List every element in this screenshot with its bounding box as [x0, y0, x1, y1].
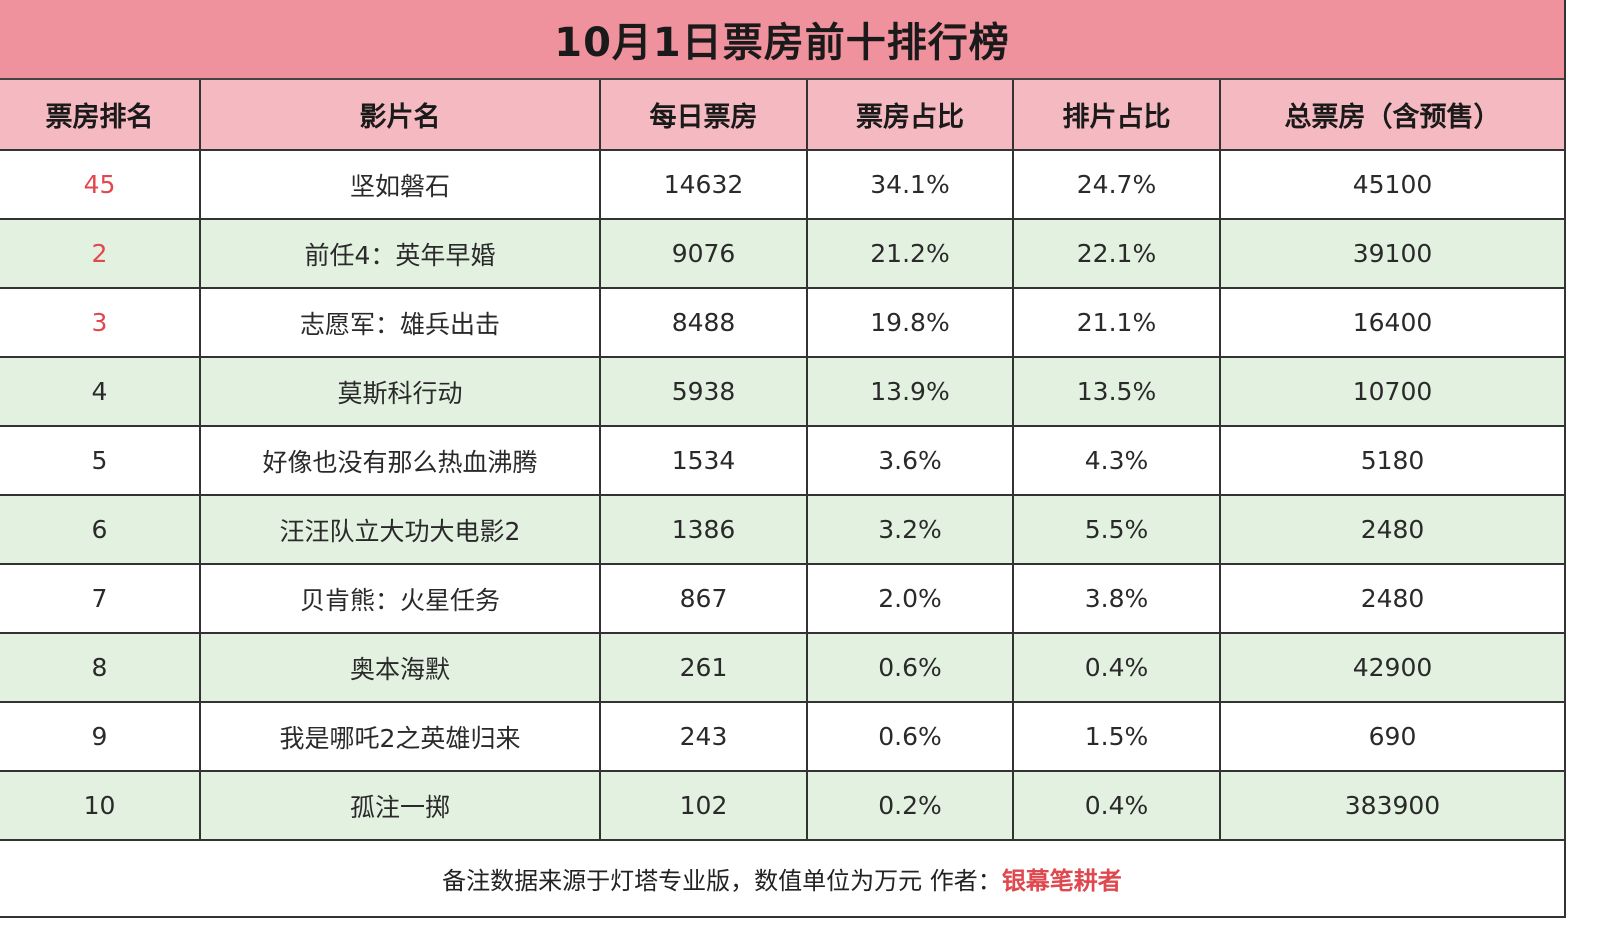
- table-row: 9 我是哪吒2之英雄归来 243 0.6% 1.5% 690: [0, 702, 1564, 772]
- cell-box-office-share: 0.6%: [807, 702, 1014, 772]
- cell-rank: 5: [0, 426, 201, 496]
- cell-daily-box-office: 243: [600, 702, 808, 772]
- cell-rank: 8: [0, 633, 201, 703]
- cell-daily-box-office: 8488: [600, 288, 808, 358]
- cell-daily-box-office: 14632: [600, 150, 808, 220]
- cell-screening-share: 21.1%: [1013, 288, 1221, 358]
- cell-daily-box-office: 1386: [600, 495, 808, 565]
- cell-daily-box-office: 9076: [600, 219, 808, 289]
- cell-movie: 志愿军：雄兵出击: [200, 288, 601, 358]
- cell-rank: 3: [0, 288, 201, 358]
- cell-screening-share: 1.5%: [1013, 702, 1221, 772]
- cell-movie: 奥本海默: [200, 633, 601, 703]
- cell-box-office-share: 0.6%: [807, 633, 1014, 703]
- table-row: 4 莫斯科行动 5938 13.9% 13.5% 10700: [0, 357, 1564, 427]
- table-row: 5 好像也没有那么热血沸腾 1534 3.6% 4.3% 5180: [0, 426, 1564, 496]
- footer-source-text: 备注数据来源于灯塔专业版，数值单位为万元 作者：: [442, 866, 1002, 895]
- cell-rank: 9: [0, 702, 201, 772]
- cell-rank: 2: [0, 219, 201, 289]
- cell-total-box-office: 10700: [1220, 357, 1564, 427]
- cell-box-office-share: 19.8%: [807, 288, 1014, 358]
- cell-rank: 4: [0, 357, 201, 427]
- cell-movie: 莫斯科行动: [200, 357, 601, 427]
- table-row: 8 奥本海默 261 0.6% 0.4% 42900: [0, 633, 1564, 703]
- cell-box-office-share: 21.2%: [807, 219, 1014, 289]
- cell-screening-share: 13.5%: [1013, 357, 1221, 427]
- box-office-table: 票房排名 影片名 每日票房 票房占比 排片占比 总票房（含预售） 45 坚如磐石 1…: [0, 80, 1564, 841]
- header-rank: 票房排名: [0, 80, 201, 151]
- ranking-sheet: 10月1日票房前十排行榜 票房排名 影片名 每日票房 票房占比 排片占比 总票房…: [0, 0, 1566, 918]
- cell-movie: 贝肯熊：火星任务: [200, 564, 601, 634]
- cell-daily-box-office: 102: [600, 771, 808, 841]
- cell-rank: 45: [0, 150, 201, 220]
- cell-daily-box-office: 261: [600, 633, 808, 703]
- cell-total-box-office: 2480: [1220, 564, 1564, 634]
- table-row: 7 贝肯熊：火星任务 867 2.0% 3.8% 2480: [0, 564, 1564, 634]
- cell-screening-share: 24.7%: [1013, 150, 1221, 220]
- cell-movie: 汪汪队立大功大电影2: [200, 495, 601, 565]
- table-row: 10 孤注一掷 102 0.2% 0.4% 383900: [0, 771, 1564, 841]
- cell-rank: 7: [0, 564, 201, 634]
- cell-total-box-office: 16400: [1220, 288, 1564, 358]
- table-body: 45 坚如磐石 14632 34.1% 24.7% 45100 2 前任4：英年早婚 9076 2…: [0, 150, 1564, 841]
- table-row: 6 汪汪队立大功大电影2 1386 3.2% 5.5% 2480: [0, 495, 1564, 565]
- header-movie: 影片名: [200, 80, 601, 151]
- cell-screening-share: 0.4%: [1013, 633, 1221, 703]
- cell-box-office-share: 34.1%: [807, 150, 1014, 220]
- footer-note: 备注数据来源于灯塔专业版，数值单位为万元 作者： 银幕笔耕者: [0, 841, 1564, 915]
- cell-daily-box-office: 5938: [600, 357, 808, 427]
- cell-daily-box-office: 867: [600, 564, 808, 634]
- cell-movie: 我是哪吒2之英雄归来: [200, 702, 601, 772]
- footer-author: 银幕笔耕者: [1001, 866, 1122, 895]
- cell-box-office-share: 2.0%: [807, 564, 1014, 634]
- cell-movie: 前任4：英年早婚: [200, 219, 601, 289]
- cell-box-office-share: 3.6%: [807, 426, 1014, 496]
- cell-total-box-office: 5180: [1220, 426, 1564, 496]
- table-row: 45 坚如磐石 14632 34.1% 24.7% 45100: [0, 150, 1564, 220]
- cell-total-box-office: 383900: [1220, 771, 1564, 841]
- header-box-office-share: 票房占比: [807, 80, 1014, 151]
- header-total-box-office: 总票房（含预售）: [1220, 80, 1564, 151]
- header-daily-box-office: 每日票房: [600, 80, 808, 151]
- table-row: 2 前任4：英年早婚 9076 21.2% 22.1% 39100: [0, 219, 1564, 289]
- cell-rank: 6: [0, 495, 201, 565]
- cell-box-office-share: 3.2%: [807, 495, 1014, 565]
- cell-movie: 好像也没有那么热血沸腾: [200, 426, 601, 496]
- cell-screening-share: 3.8%: [1013, 564, 1221, 634]
- cell-total-box-office: 45100: [1220, 150, 1564, 220]
- cell-screening-share: 22.1%: [1013, 219, 1221, 289]
- cell-box-office-share: 13.9%: [807, 357, 1014, 427]
- cell-total-box-office: 2480: [1220, 495, 1564, 565]
- cell-rank: 10: [0, 771, 201, 841]
- cell-screening-share: 5.5%: [1013, 495, 1221, 565]
- table-row: 3 志愿军：雄兵出击 8488 19.8% 21.1% 16400: [0, 288, 1564, 358]
- cell-total-box-office: 39100: [1220, 219, 1564, 289]
- title-bar: 10月1日票房前十排行榜: [0, 0, 1564, 80]
- cell-box-office-share: 0.2%: [807, 771, 1014, 841]
- cell-movie: 坚如磐石: [200, 150, 601, 220]
- table-header-row: 票房排名 影片名 每日票房 票房占比 排片占比 总票房（含预售）: [0, 80, 1564, 151]
- cell-total-box-office: 690: [1220, 702, 1564, 772]
- cell-daily-box-office: 1534: [600, 426, 808, 496]
- header-screening-share: 排片占比: [1013, 80, 1221, 151]
- page-title: 10月1日票房前十排行榜: [554, 20, 1010, 66]
- cell-screening-share: 4.3%: [1013, 426, 1221, 496]
- cell-movie: 孤注一掷: [200, 771, 601, 841]
- cell-screening-share: 0.4%: [1013, 771, 1221, 841]
- cell-total-box-office: 42900: [1220, 633, 1564, 703]
